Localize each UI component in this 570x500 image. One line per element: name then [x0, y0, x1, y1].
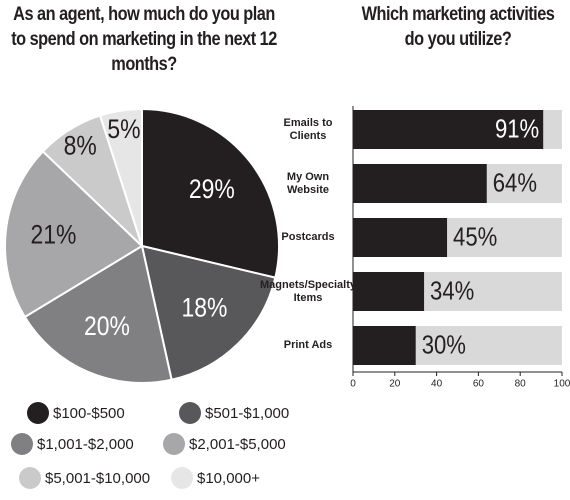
- pie-slice: [98, 107, 143, 247]
- slice-label: 21%: [31, 220, 77, 250]
- category-label: Print Ads: [283, 339, 333, 351]
- pie-title: As an agent, how much do you plan to spe…: [11, 4, 277, 75]
- bar-value-label: 34%: [430, 277, 474, 306]
- x-tick-label: 100: [554, 379, 570, 390]
- bar: [353, 110, 544, 149]
- legend-label: $10,000+: [197, 470, 260, 487]
- bar: [353, 326, 416, 365]
- category-label: Postcards: [281, 231, 335, 243]
- category-label: My Own Website: [286, 170, 330, 196]
- x-tick-label: 40: [431, 379, 443, 390]
- slice-label: 29%: [189, 174, 235, 204]
- legend-label: $501-$1,000: [205, 405, 289, 422]
- legend-swatch: [171, 467, 193, 489]
- bar-value-label: 64%: [493, 169, 537, 198]
- legend-swatch: [11, 433, 33, 455]
- x-tick-label: 20: [389, 379, 401, 390]
- bar-title: Which marketing activities do you utiliz…: [361, 4, 555, 50]
- x-tick-label: 0: [350, 379, 356, 390]
- legend-label: $2,001-$5,000: [189, 436, 286, 453]
- bar: [353, 164, 487, 203]
- slice-label: 20%: [84, 311, 130, 341]
- bar-value-label: 45%: [453, 223, 497, 252]
- slice-label: 8%: [64, 131, 97, 161]
- pie-slice: [140, 244, 277, 381]
- pie-slice: [4, 149, 144, 319]
- category-label: Emails to Clients: [283, 116, 333, 142]
- x-tick-label: 80: [515, 379, 527, 390]
- slice-label: 18%: [182, 293, 228, 323]
- legend-label: $5,001-$10,000: [45, 470, 150, 487]
- legend-swatch: [27, 402, 49, 424]
- x-tick-label: 60: [473, 379, 485, 390]
- bar: [353, 272, 425, 311]
- slice-label: 5%: [107, 114, 140, 144]
- legend-label: $100-$500: [53, 405, 125, 422]
- category-label: Magnets/Specialty Items: [260, 278, 356, 304]
- bar-value-label: 30%: [422, 331, 466, 360]
- bar: [353, 218, 448, 257]
- pie-slice: [141, 107, 280, 279]
- bar-value-label: 91%: [495, 115, 539, 144]
- legend-swatch: [179, 402, 201, 424]
- pie-slice: [23, 244, 173, 384]
- legend-swatch: [163, 433, 185, 455]
- legend-label: $1,001-$2,000: [37, 436, 134, 453]
- legend-swatch: [19, 467, 41, 489]
